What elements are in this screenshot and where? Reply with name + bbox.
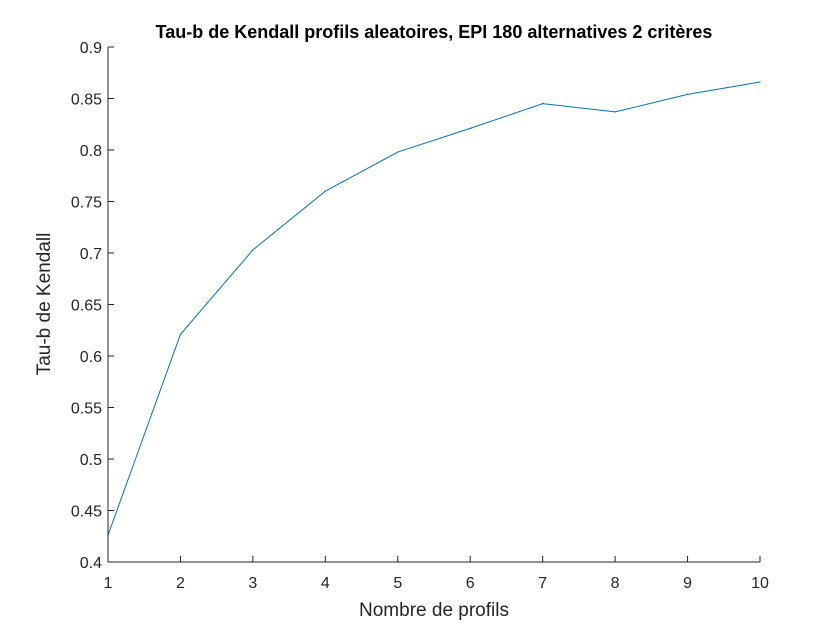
- data-point: [324, 190, 326, 192]
- data-point: [614, 111, 616, 113]
- data-point: [252, 249, 254, 251]
- y-tick-label: 0.7: [80, 246, 102, 263]
- y-tick-label: 0.55: [71, 401, 102, 418]
- data-point: [542, 103, 544, 105]
- y-tick-label: 0.4: [80, 555, 102, 572]
- x-tick-label: 7: [538, 575, 547, 592]
- x-tick-label: 6: [466, 575, 475, 592]
- data-point: [759, 81, 761, 83]
- y-axis-label: Tau-b de Kendall: [34, 233, 55, 376]
- y-tick-label: 0.65: [71, 298, 102, 315]
- data-point: [179, 333, 182, 335]
- series-line: [107, 81, 761, 536]
- y-tick-label: 0.45: [71, 504, 102, 521]
- axis-lines: [107, 47, 760, 563]
- plot-area: [108, 47, 760, 562]
- y-tick-label: 0.9: [80, 40, 102, 57]
- x-tick-label: 2: [176, 575, 185, 592]
- x-tick-label: 5: [393, 575, 402, 592]
- x-tick-label: 3: [248, 575, 257, 592]
- x-tick-label: 9: [683, 575, 692, 592]
- y-tick-label: 0.85: [71, 92, 102, 109]
- y-tick-label: 0.8: [80, 143, 102, 160]
- y-tick-label: 0.5: [80, 452, 102, 469]
- y-tick-label: 0.75: [71, 195, 102, 212]
- x-tick-label: 1: [104, 575, 113, 592]
- data-point: [397, 151, 399, 153]
- chart-title: Tau-b de Kendall profils aleatoires, EPI…: [156, 22, 713, 42]
- data-point: [469, 127, 471, 129]
- x-axis-ticks: 1 2 3 4 5 6 7 8 9 10: [104, 556, 769, 592]
- y-tick-label: 0.6: [80, 349, 102, 366]
- x-tick-label: 4: [321, 575, 330, 592]
- x-tick-label: 8: [611, 575, 620, 592]
- y-axis-ticks: 0.4 0.45 0.5 0.55 0.6 0.65 0.7 0.75 0.8 0.85 0.9: [71, 40, 114, 572]
- x-tick-label: 10: [751, 575, 769, 592]
- data-point: [686, 93, 689, 95]
- x-axis-label: Nombre de profils: [359, 600, 509, 621]
